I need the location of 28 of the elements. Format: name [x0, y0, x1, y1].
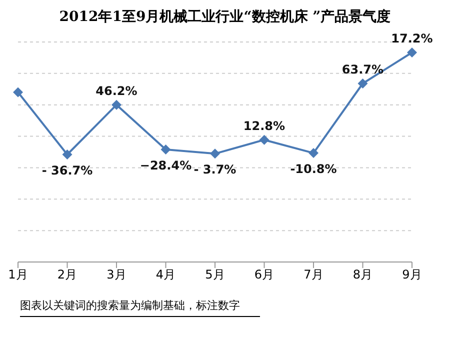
annotation: - 36.7% [42, 164, 93, 178]
x-tick-label: 6月 [254, 268, 274, 282]
x-tick-label: 4月 [156, 268, 176, 282]
point [13, 87, 23, 98]
annotation: −28.4% [140, 158, 192, 172]
point [358, 78, 368, 88]
point [407, 47, 417, 58]
x-tick-label: 2月 [57, 268, 78, 282]
point [210, 148, 220, 159]
point [62, 150, 72, 160]
chart-title: 2012年1至9月机械工业行业“数控机床 ”产品景气度 [58, 8, 392, 26]
annotation: -10.8% [290, 162, 337, 176]
x-tick-label: 1月 [8, 268, 28, 282]
annotation: 46.2% [96, 84, 138, 98]
annotation: - 3.7% [194, 162, 236, 177]
x-tick-label: 7月 [304, 268, 324, 282]
annotation: 12.8% [243, 118, 286, 133]
annotation: 63.7% [342, 62, 384, 76]
x-tick-label: 3月 [106, 268, 126, 282]
text: 图表以关键词的搜索量为编制基础，标注数字 [20, 298, 260, 317]
point [259, 134, 270, 145]
x-tick-label: 8月 [352, 268, 373, 282]
point [112, 100, 122, 110]
x-tick-label: 5月 [205, 268, 225, 282]
point [160, 144, 171, 154]
point [308, 148, 318, 158]
x-tick-label: 9月 [402, 268, 422, 282]
annotation: 17.2% [391, 31, 433, 46]
